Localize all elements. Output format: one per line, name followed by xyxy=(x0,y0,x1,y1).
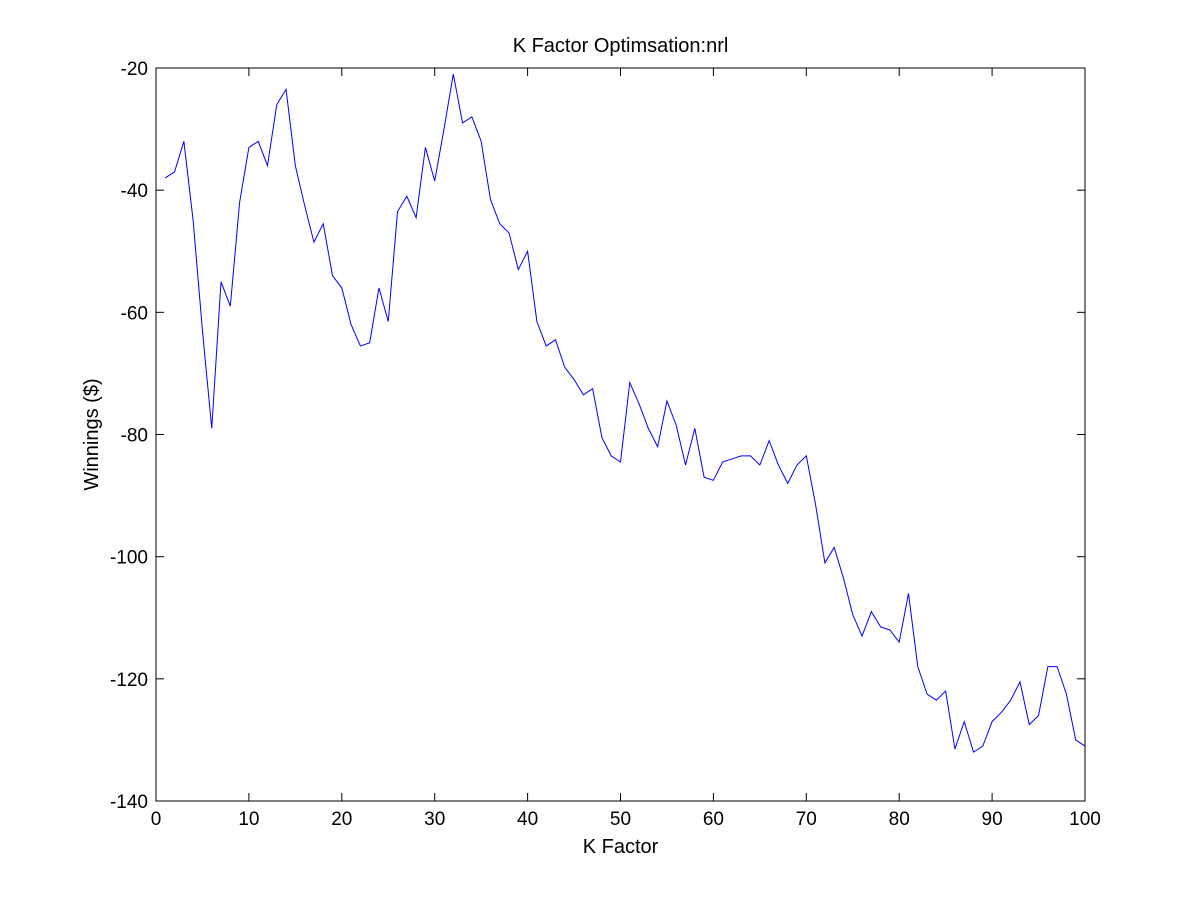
y-tick-label: -20 xyxy=(121,59,148,80)
y-tick-label: -80 xyxy=(121,426,148,447)
x-tick-label: 20 xyxy=(331,809,352,830)
x-axis-label: K Factor xyxy=(583,836,659,858)
x-tick-label: 70 xyxy=(796,809,817,830)
y-tick-label: -120 xyxy=(110,670,148,691)
chart-title: K Factor Optimsation:nrl xyxy=(513,35,729,57)
y-tick-label: -140 xyxy=(110,792,148,813)
x-tick-label: 90 xyxy=(982,809,1003,830)
ticks-layer: 0 10 20 30 40 50 60 70 80 90 100 -140 -120 -100 -80 -60… xyxy=(110,59,1101,830)
y-tick-label: -100 xyxy=(110,548,148,569)
x-tick-label: 50 xyxy=(610,809,631,830)
labels-layer: K Factor Optimsation:nrl K Factor Winnin… xyxy=(81,35,728,858)
y-axis-label: Winnings ($) xyxy=(81,378,103,490)
x-tick-label: 10 xyxy=(238,809,259,830)
x-tick-label: 30 xyxy=(424,809,445,830)
series-layer xyxy=(165,74,1086,753)
plot-background xyxy=(156,68,1085,801)
x-tick-label: 80 xyxy=(889,809,910,830)
x-tick-label: 40 xyxy=(517,809,538,830)
y-tick-label: -40 xyxy=(121,181,148,202)
y-tick-label: -60 xyxy=(121,303,148,324)
x-tick-label: 0 xyxy=(151,809,162,830)
x-tick-label: 60 xyxy=(703,809,724,830)
series-line-0 xyxy=(165,74,1086,753)
plot-area xyxy=(156,68,1085,801)
x-tick-label: 100 xyxy=(1069,809,1101,830)
